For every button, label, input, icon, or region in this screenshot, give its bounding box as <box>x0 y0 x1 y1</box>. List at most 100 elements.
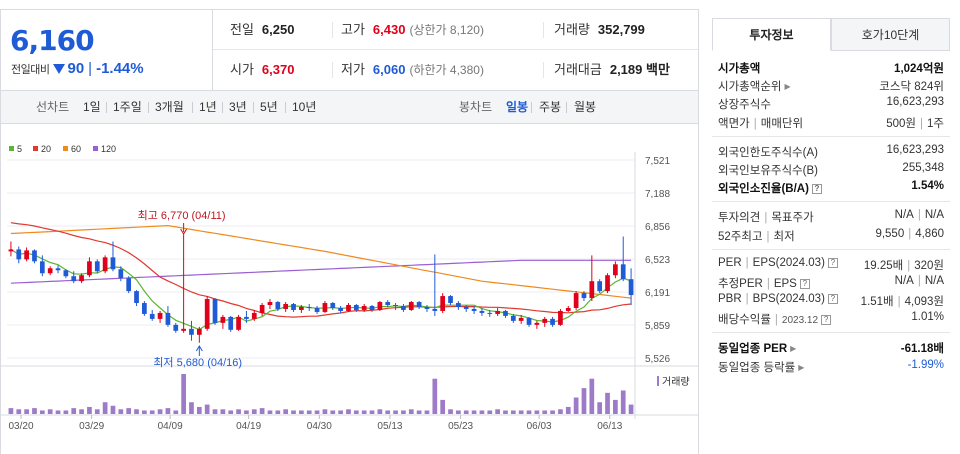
volume-bar <box>173 410 179 414</box>
arrow-right-icon: ▶ <box>784 82 791 92</box>
volume-bar <box>110 405 116 414</box>
volume-bar <box>416 410 422 414</box>
per-value: 19.25배 | 320원 <box>863 259 944 272</box>
volume-bar <box>8 408 14 414</box>
legend-label: 120 <box>101 144 116 154</box>
candle-monthly[interactable]: 월봉 <box>574 100 597 114</box>
candle-body <box>401 305 406 310</box>
help-icon[interactable]: ? <box>827 294 838 305</box>
volume-bar <box>573 397 579 414</box>
volume-label: 거래량 <box>554 22 590 37</box>
arrow-right-icon: ▶ <box>790 344 797 354</box>
foreign-limit-value: 16,623,293 <box>886 143 944 156</box>
candle-body <box>134 291 139 304</box>
period-1y[interactable]: 1년 <box>199 100 217 114</box>
volume-bar <box>534 410 540 414</box>
period-1w[interactable]: 1주일 <box>113 100 142 114</box>
volume-bar <box>118 409 124 414</box>
candle-body <box>32 250 37 262</box>
help-icon[interactable]: ? <box>821 315 832 326</box>
change-amount: 90 <box>67 60 85 77</box>
market-cap-value: 1,024억원 <box>894 63 944 75</box>
candle-body <box>503 310 508 316</box>
period-3y[interactable]: 3년 <box>229 100 247 114</box>
chart-svg[interactable]: 5 20 60 120 7,521 7,188 6,856 6,523 6,191 5,859 5,… <box>1 124 698 454</box>
candle-body <box>565 307 571 311</box>
par-label: 액면가 | 매매단위 <box>718 117 804 130</box>
period-1d[interactable]: 1일 <box>83 100 101 114</box>
volume-bar <box>299 410 304 414</box>
volume-label: 거래량 <box>662 376 690 388</box>
volume-bar <box>322 409 328 414</box>
foreign-hold-label: 외국인보유주식수(B) <box>718 164 818 177</box>
candle-body <box>157 312 163 319</box>
volume-bar <box>181 374 186 414</box>
y-tick-label: 6,523 <box>645 255 670 266</box>
volume-bar <box>244 410 249 414</box>
opinion-label: 투자의견 | 목표주가 <box>718 212 814 225</box>
help-icon[interactable]: ? <box>827 257 838 268</box>
volume-bar <box>550 410 555 414</box>
candle-body <box>173 324 179 331</box>
amount-cell: 거래대금 2,189 백만 <box>554 50 670 90</box>
x-tick-label: 03/29 <box>79 421 104 432</box>
help-icon[interactable]: ? <box>811 184 822 195</box>
volume-bar <box>275 410 281 414</box>
volume-bar <box>503 410 508 414</box>
volume-bar <box>212 409 218 414</box>
high-label: 고가 <box>341 22 365 37</box>
candle-body <box>628 279 634 296</box>
y-tick-label: 7,188 <box>645 189 670 200</box>
dividend-value: 1.01% <box>911 311 944 324</box>
candle-daily[interactable]: 일봉 <box>506 100 529 114</box>
tab-order-book[interactable]: 호가10단계 <box>831 18 950 51</box>
candle-body <box>479 310 485 313</box>
candle-body <box>448 296 453 304</box>
volume-bar <box>408 409 414 414</box>
w52-value: 9,550 | 4,860 <box>875 227 944 240</box>
down-triangle-icon <box>53 63 66 74</box>
pbr-label: PBR | BPS(2024.03)? <box>718 293 838 305</box>
volume-bar <box>440 399 446 414</box>
volume-bar <box>196 406 202 414</box>
high-arrow-head <box>180 228 188 235</box>
period-5y[interactable]: 5년 <box>260 100 278 114</box>
cap-rank-label: 시가총액순위 ▶ <box>718 81 791 94</box>
period-3m[interactable]: 3개월 <box>155 100 184 114</box>
low-cell: 저가 6,060 (하한가 4,380) <box>341 50 484 90</box>
row-market-cap: 시가총액 1,024억원 <box>712 58 950 76</box>
change-separator: | <box>88 60 93 77</box>
candle-body <box>408 302 414 310</box>
volume-bar <box>236 409 241 414</box>
candle-body <box>550 318 555 325</box>
volume-bar <box>361 410 367 414</box>
est-per-label: 추정PER | EPS? <box>718 275 810 291</box>
pbr-value: 1.51배 | 4,093원 <box>860 296 944 309</box>
row-opinion: 투자의견 | 목표주가 N/A | N/A <box>712 207 950 225</box>
help-icon[interactable]: ? <box>799 278 810 289</box>
low-value: 6,060 <box>372 62 406 77</box>
volume-bar <box>346 409 351 414</box>
candle-body <box>181 328 186 331</box>
candle-body <box>220 316 226 323</box>
row-foreign-hold: 외국인보유주식수(B) 255,348 <box>712 160 950 178</box>
legend-label: 5 <box>17 144 22 154</box>
candle-weekly[interactable]: 주봉 <box>539 100 562 114</box>
period-10y[interactable]: 10년 <box>292 100 317 114</box>
volume-bar <box>228 410 234 414</box>
candle-body <box>573 293 579 308</box>
industry-rate-label: 동일업종 등락률 ▶ <box>718 361 805 374</box>
volume-value: 352,799 <box>597 22 645 37</box>
volume-bar <box>283 409 289 414</box>
stock-chart[interactable]: 5 20 60 120 7,521 7,188 6,856 6,523 6,191 5,859 5,… <box>0 124 699 454</box>
quote-table: 전일 6,250 고가 6,430 (상한가 8,120) 거래량 352,799 시가… <box>212 9 699 91</box>
row-industry-rate: 동일업종 등락률 ▶ -1.99% <box>712 357 950 375</box>
line-chart-label[interactable]: 선차트 <box>36 100 70 114</box>
candle-body <box>275 302 281 309</box>
tab-investment-info[interactable]: 투자정보 <box>712 18 831 51</box>
volume-bar <box>589 378 595 414</box>
volume-legend-swatch <box>657 376 659 386</box>
candle-chart-label[interactable]: 봉차트 <box>459 100 493 114</box>
candle-body <box>322 303 328 312</box>
high-value: 6,430 <box>372 22 406 37</box>
